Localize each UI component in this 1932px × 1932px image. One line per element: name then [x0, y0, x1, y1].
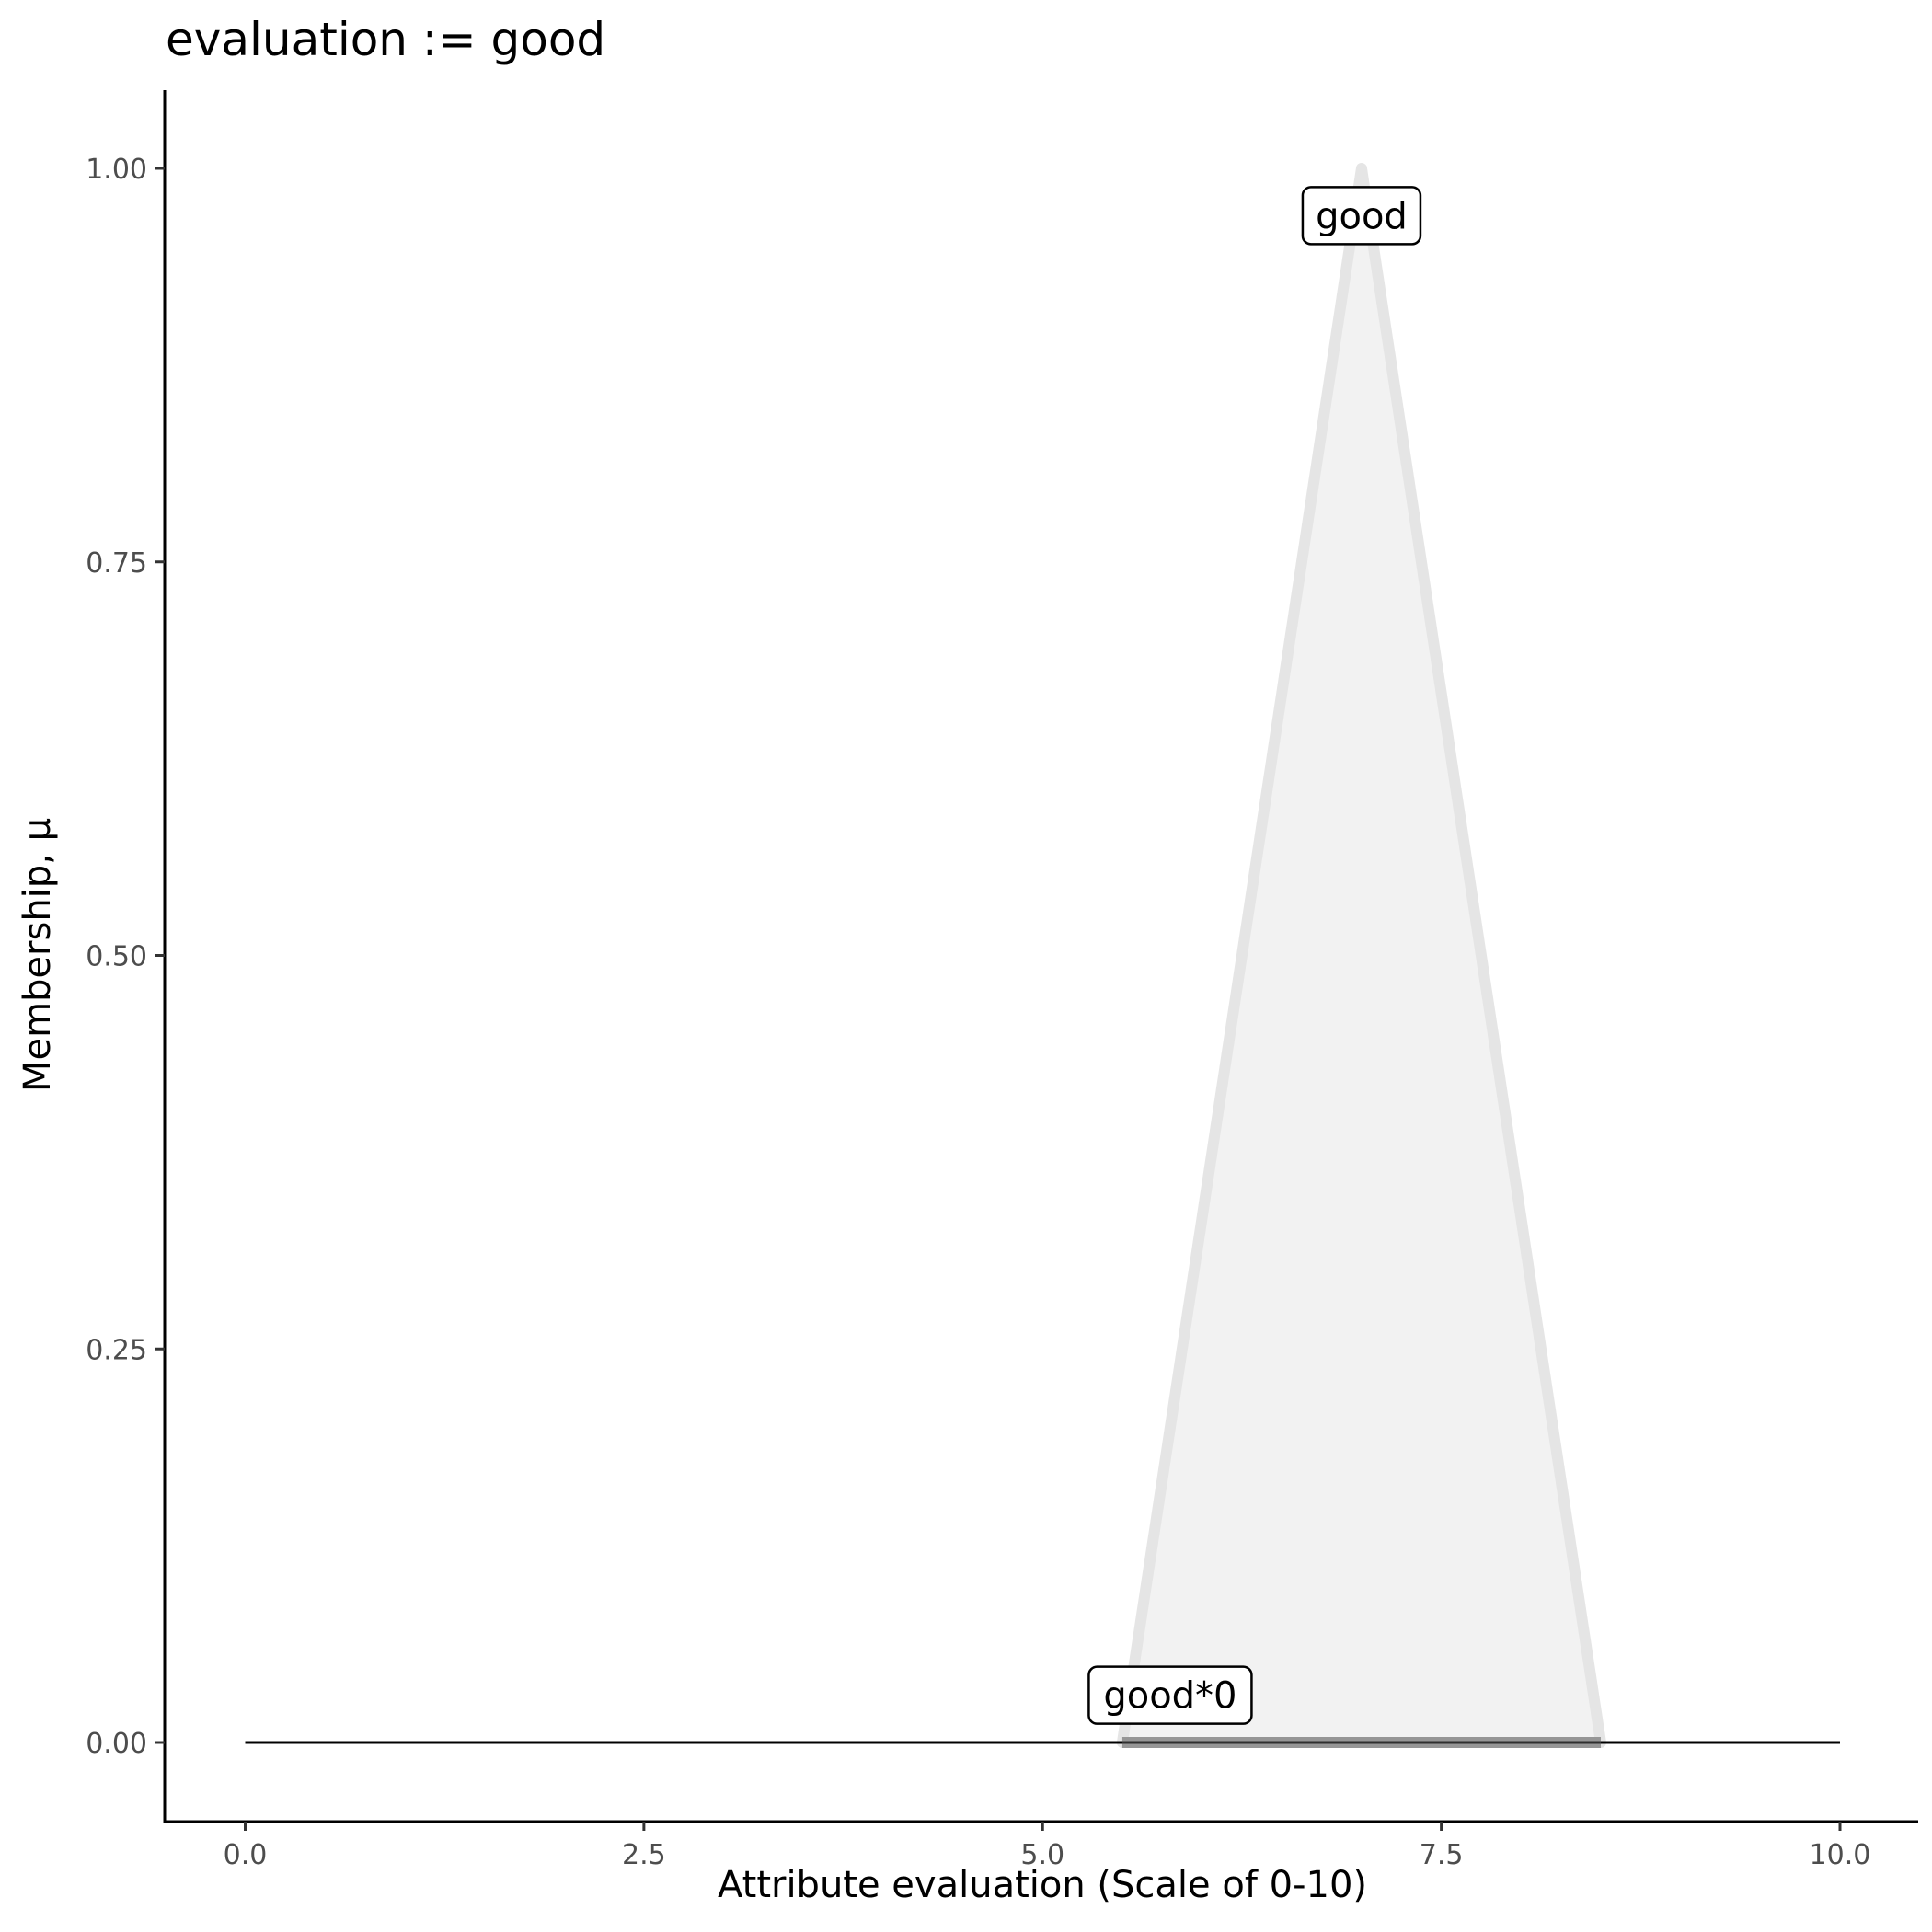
annotation-text: good	[1316, 195, 1408, 237]
x-axis-ticks: 0.0 2.5 5.0 7.5 10.0	[224, 1822, 1871, 1871]
plot-area: good good*0	[245, 163, 1840, 1748]
x-tick-label: 10.0	[1810, 1839, 1871, 1871]
annotation-label: good*0	[1087, 1665, 1253, 1725]
x-axis-title: Attribute evaluation (Scale of 0-10)	[718, 1864, 1367, 1906]
annotation-label: good	[1301, 186, 1422, 246]
chart-title: evaluation := good	[166, 13, 605, 66]
fuzzy-set-good-area	[1116, 163, 1606, 1748]
annotation-box	[1301, 186, 1422, 246]
annotation-box	[1087, 1665, 1253, 1725]
annotation-text: good*0	[1103, 1675, 1236, 1718]
x-tick-label: 0.0	[224, 1839, 268, 1871]
y-axis-title: Membership, μ	[17, 818, 59, 1092]
x-tick-label: 2.5	[622, 1839, 666, 1871]
y-tick-label: 0.00	[86, 1728, 147, 1760]
x-tick-label: 5.0	[1020, 1839, 1064, 1871]
x-tick-label: 7.5	[1420, 1839, 1464, 1871]
y-tick-label: 0.25	[86, 1334, 147, 1366]
y-tick-label: 0.50	[86, 941, 147, 973]
y-tick-label: 1.00	[86, 154, 147, 186]
y-tick-label: 0.75	[86, 547, 147, 580]
y-axis-ticks: 0.00 0.25 0.50 0.75 1.00	[86, 154, 165, 1760]
